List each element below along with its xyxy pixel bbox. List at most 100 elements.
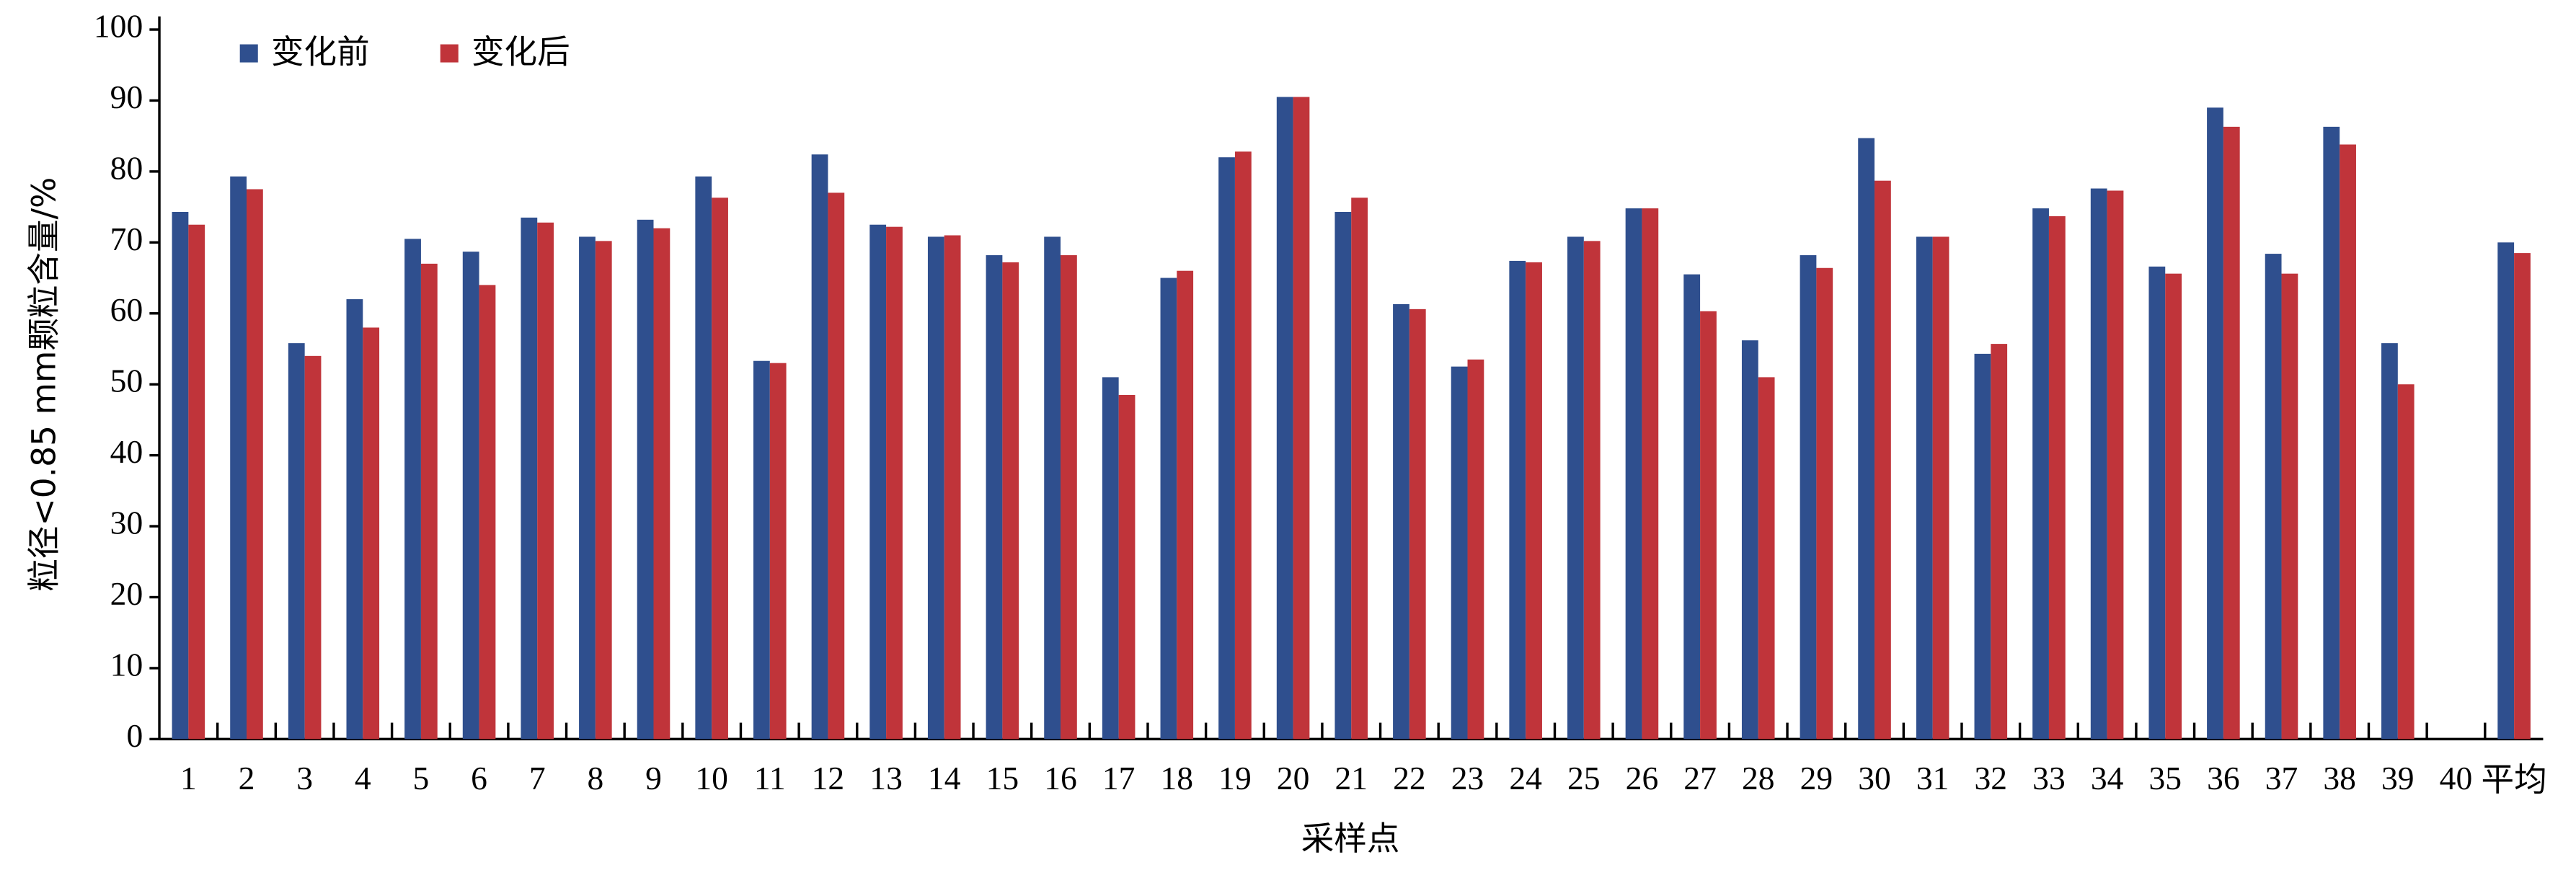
- bar: [1044, 236, 1061, 740]
- bar: [404, 239, 421, 740]
- x-tick-label: 29: [1800, 760, 1833, 796]
- x-tick-label: 40: [2440, 760, 2473, 796]
- bar: [2340, 144, 2356, 740]
- bar: [1409, 309, 1426, 740]
- y-tick-label: 60: [110, 291, 143, 328]
- bar: [521, 217, 538, 740]
- bar: [1816, 267, 1833, 740]
- bar: [1118, 394, 1136, 740]
- x-tick-label: 39: [2381, 760, 2415, 796]
- legend-swatch: [239, 44, 258, 63]
- bar: [1293, 97, 1310, 740]
- bar: [869, 224, 887, 740]
- bar: [1002, 262, 1019, 740]
- x-tick-label: 10: [695, 760, 728, 796]
- bar: [2514, 253, 2531, 740]
- x-tick-label: 7: [529, 760, 546, 796]
- bar: [1276, 97, 1293, 740]
- bar: [1741, 340, 1758, 740]
- x-tick-label: 34: [2091, 760, 2124, 796]
- bar: [1932, 236, 1949, 740]
- bar: [2207, 107, 2223, 740]
- x-tick-label: 33: [2032, 760, 2066, 796]
- bar: [2165, 273, 2182, 740]
- legend-swatch: [440, 44, 459, 63]
- bar: [986, 255, 1003, 740]
- x-tick-label: 17: [1102, 760, 1136, 796]
- bar: [1177, 270, 1194, 740]
- x-tick-label: 37: [2265, 760, 2298, 796]
- bar: [420, 263, 438, 740]
- y-tick-label: 0: [126, 717, 143, 754]
- y-tick-label: 90: [110, 79, 143, 115]
- bar: [2090, 188, 2107, 740]
- bar: [753, 360, 770, 740]
- bar: [1700, 311, 1717, 740]
- x-tick-label: 8: [587, 760, 603, 796]
- bar: [1393, 303, 1409, 740]
- x-tick-label: 11: [754, 760, 786, 796]
- bar: [288, 343, 305, 740]
- x-tick-label: 1: [180, 760, 197, 796]
- bar: [230, 176, 247, 740]
- x-tick-label: 27: [1683, 760, 1717, 796]
- bar: [304, 355, 322, 740]
- bar: [1351, 197, 1368, 740]
- bar: [1234, 151, 1252, 740]
- x-tick-label: 5: [413, 760, 430, 796]
- x-tick-label: 14: [928, 760, 961, 796]
- x-tick-label: 3: [296, 760, 313, 796]
- bar: [1583, 241, 1601, 740]
- x-tick-label: 36: [2207, 760, 2240, 796]
- x-tick-label: 6: [471, 760, 487, 796]
- x-tick-label: 9: [645, 760, 662, 796]
- x-tick-label: 31: [1916, 760, 1949, 796]
- bar: [579, 236, 596, 740]
- bar: [828, 192, 845, 740]
- bar: [1509, 260, 1526, 740]
- bar: [1467, 359, 1484, 740]
- x-tick-label: 22: [1393, 760, 1426, 796]
- bar: [811, 154, 828, 740]
- bar: [595, 241, 612, 740]
- bar: [1102, 377, 1119, 740]
- x-tick-label: 13: [869, 760, 903, 796]
- bar: [712, 197, 728, 740]
- bar: [927, 236, 944, 740]
- bar: [1625, 208, 1642, 740]
- bar: [769, 363, 787, 740]
- bar: [172, 212, 189, 740]
- bar: [2148, 266, 2166, 740]
- bar: [346, 299, 363, 740]
- bar: [1642, 208, 1659, 740]
- x-axis-label: 采样点: [1301, 820, 1400, 858]
- x-tick-label: 25: [1567, 760, 1601, 796]
- y-tick-label: 80: [110, 149, 143, 186]
- x-tick-label: 24: [1509, 760, 1542, 796]
- bar: [537, 222, 554, 740]
- bar: [2381, 343, 2398, 740]
- x-tick-label: 19: [1218, 760, 1252, 796]
- x-tick-label: 2: [239, 760, 255, 796]
- legend-label: 变化后: [472, 33, 570, 71]
- bar: [1683, 274, 1701, 740]
- bar: [188, 224, 205, 740]
- bar: [637, 219, 654, 740]
- x-tick-label: 4: [355, 760, 371, 796]
- y-tick-label: 30: [110, 505, 143, 541]
- y-tick-label: 50: [110, 363, 143, 399]
- x-tick-label: 21: [1335, 760, 1368, 796]
- bar: [1526, 262, 1542, 740]
- bar: [1974, 353, 1991, 740]
- bar: [2032, 208, 2049, 740]
- y-tick-label: 40: [110, 433, 143, 470]
- legend-label: 变化前: [271, 33, 370, 71]
- bar: [2281, 273, 2298, 740]
- bar: [1567, 236, 1584, 740]
- bar: [1451, 366, 1468, 740]
- bar: [1218, 157, 1235, 740]
- y-tick-label: 10: [110, 646, 143, 683]
- y-tick-label: 70: [110, 221, 143, 257]
